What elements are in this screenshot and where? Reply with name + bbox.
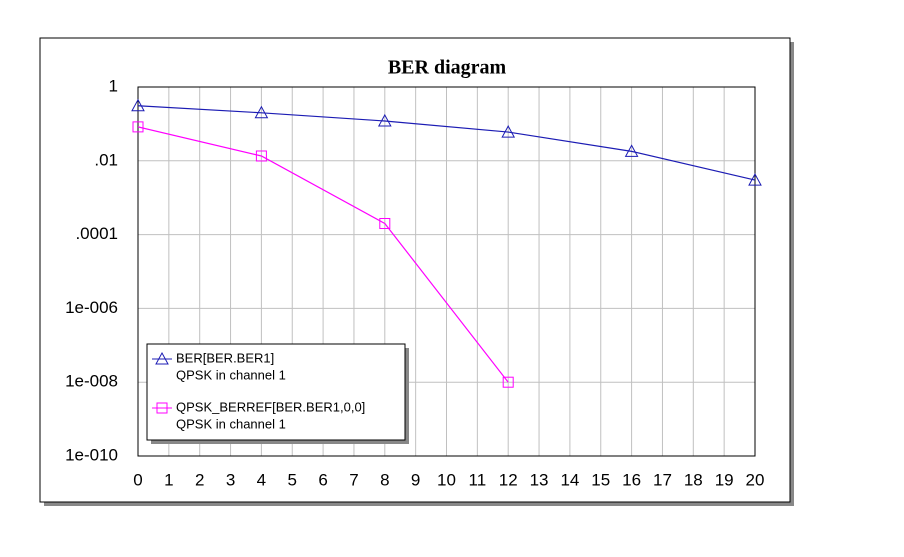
y-tick-label: 1e-010: [65, 445, 118, 464]
legend: [146, 343, 406, 441]
y-tick-label: 1e-008: [65, 372, 118, 391]
series-line: [137, 105, 756, 181]
y-tick-label: .01: [94, 150, 118, 169]
x-tick-label: 13: [530, 470, 549, 489]
chart-title: BER diagram: [388, 57, 507, 79]
x-tick-label: 5: [288, 470, 297, 489]
legend-note: QPSK in channel 1: [176, 367, 286, 382]
x-tick-label: 16: [622, 470, 641, 489]
x-tick-label: 3: [226, 470, 235, 489]
marker: [255, 150, 267, 162]
x-tick-label: 0: [133, 470, 142, 489]
marker: [131, 98, 145, 112]
x-tick-label: 12: [499, 470, 518, 489]
marker: [156, 402, 168, 414]
x-tick-label: 10: [437, 470, 456, 489]
marker: [377, 113, 392, 127]
legend-note: QPSK in channel 1: [176, 416, 286, 431]
y-tick-label: .0001: [75, 224, 118, 243]
x-tick-label: 1: [164, 470, 173, 489]
x-tick-label: 2: [195, 470, 204, 489]
x-tick-label: 14: [560, 470, 579, 489]
marker: [501, 125, 516, 138]
legend-label: QPSK_BERREF[BER.BER1,0,0]: [176, 399, 365, 414]
x-tick-label: 17: [653, 470, 672, 489]
x-tick-label: 4: [257, 470, 266, 489]
legend-label: BER[BER.BER1]: [176, 350, 274, 365]
marker: [502, 376, 514, 388]
x-tick-label: 18: [684, 470, 703, 489]
series-line: [137, 126, 509, 383]
x-tick-label: 15: [591, 470, 610, 489]
y-tick-label: 1: [109, 76, 118, 95]
marker: [748, 173, 762, 186]
x-tick-label: 7: [349, 470, 358, 489]
y-tick-label: 1e-006: [65, 298, 118, 317]
x-tick-label: 11: [469, 470, 487, 489]
x-tick-label: 19: [715, 470, 734, 489]
plot-border: [137, 86, 756, 457]
x-tick-label: 20: [746, 470, 765, 489]
marker: [132, 121, 144, 133]
x-tick-label: 8: [380, 470, 389, 489]
x-tick-label: 9: [411, 470, 420, 489]
x-tick-label: 6: [318, 470, 327, 489]
marker: [624, 144, 639, 157]
marker: [254, 105, 269, 119]
marker: [379, 217, 391, 229]
marker: [155, 351, 169, 365]
